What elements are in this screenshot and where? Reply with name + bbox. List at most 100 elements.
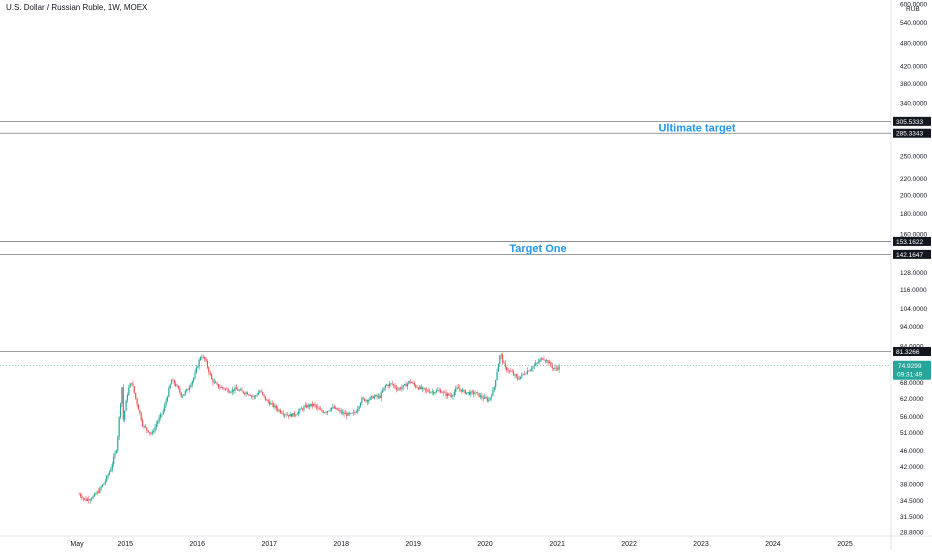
candle-body [263, 394, 265, 397]
candle-body [205, 359, 207, 362]
currency-label: RUB [906, 6, 920, 13]
candle-body [383, 387, 385, 391]
annotation-text[interactable]: Ultimate target [658, 122, 735, 134]
candle-body [484, 396, 486, 399]
price-axis[interactable]: 600.0000 540.0000 480.0000 420.0000 380.0000… [900, 2, 927, 537]
candle-body [492, 389, 494, 396]
candle-body [441, 392, 443, 394]
candle-body [503, 361, 505, 364]
candle-body [246, 392, 249, 395]
candle-body [335, 407, 337, 409]
candle-body [329, 410, 331, 411]
annotations: Ultimate target Target One [509, 122, 735, 255]
candle-body [97, 491, 100, 493]
candle-body [248, 394, 250, 396]
candle-body [543, 359, 545, 361]
candle-body [376, 395, 378, 397]
candle-body [366, 400, 369, 402]
annotation-text[interactable]: Target One [509, 243, 566, 255]
candle-body [434, 392, 436, 394]
candle-body [467, 392, 469, 393]
candle-body [311, 403, 313, 406]
candle-body [284, 414, 286, 416]
candle-body [521, 374, 523, 377]
candle-body [399, 388, 402, 390]
candle-body [244, 392, 246, 394]
candle-body [146, 427, 148, 431]
candle-body [202, 356, 204, 358]
candle-body [471, 391, 473, 393]
price-tick-label: 380.0000 [900, 81, 927, 88]
candle-body [541, 358, 544, 360]
candle-body [499, 355, 501, 365]
candle-body [222, 387, 224, 389]
candle-body [124, 410, 126, 420]
candle-body [285, 414, 287, 416]
candle-body [241, 389, 243, 392]
candle-body [386, 384, 388, 386]
last-price-label: 74.9299 [898, 363, 922, 370]
candle-body [193, 377, 195, 382]
level-price-label: 305.5333 [896, 119, 923, 126]
price-tick-label: 62.0000 [900, 396, 924, 403]
candle-body [437, 390, 439, 391]
candle-body [337, 409, 340, 411]
candle-body [81, 496, 83, 499]
candle-body [393, 384, 395, 386]
candle-body [179, 388, 181, 393]
price-tick-label: 56.0000 [900, 414, 924, 421]
candle-body [326, 411, 329, 413]
time-axis[interactable]: May 2015 2016 2017 2018 2019 2020 2021 2022 2023 2… [70, 541, 853, 548]
candle-body [428, 391, 431, 393]
candle-body [524, 373, 526, 375]
candle-body [495, 379, 497, 387]
candle-body [224, 388, 226, 390]
candle-body [172, 379, 174, 381]
candle-body [449, 395, 451, 396]
candle-body [125, 400, 127, 411]
candle-body [85, 498, 87, 501]
candle-body [350, 413, 352, 414]
candle-body [208, 367, 210, 373]
candle-body [525, 373, 527, 375]
candle-body [448, 393, 450, 396]
candle-body [377, 395, 380, 397]
candle-body [154, 426, 156, 432]
candle-body [537, 361, 540, 363]
candle-body [90, 498, 93, 500]
candle-body [133, 386, 135, 393]
candle-body [279, 410, 282, 413]
candle-body [223, 388, 225, 390]
candle-body [455, 388, 457, 392]
candle-body [368, 399, 370, 402]
candle-body [497, 364, 500, 372]
level-price-label: 285.3343 [896, 131, 923, 138]
candle-body [532, 366, 534, 369]
candle-body [459, 388, 461, 390]
candle-body [555, 367, 557, 369]
candle-body [551, 365, 553, 369]
candle-body [212, 379, 214, 383]
candle-body [78, 494, 80, 495]
candle-body [228, 391, 231, 393]
candle-body [301, 408, 304, 410]
candle-body [460, 389, 462, 392]
candle-body [303, 406, 305, 410]
candle-body [275, 405, 277, 409]
candle-body [144, 426, 146, 428]
candle-body [82, 498, 84, 499]
price-tick-label: 28.8000 [900, 530, 924, 537]
candle-body [219, 387, 221, 389]
candle-body [132, 383, 134, 387]
candle-body [557, 368, 559, 370]
price-tick-label: 68.0000 [900, 380, 924, 387]
candle-body [194, 372, 196, 378]
candle-body [500, 354, 502, 356]
candle-body [290, 414, 293, 417]
candle-body [216, 382, 218, 385]
candle-body [344, 413, 346, 415]
candle-body [310, 403, 312, 407]
candle-body [442, 392, 444, 393]
candle-body [347, 412, 349, 416]
